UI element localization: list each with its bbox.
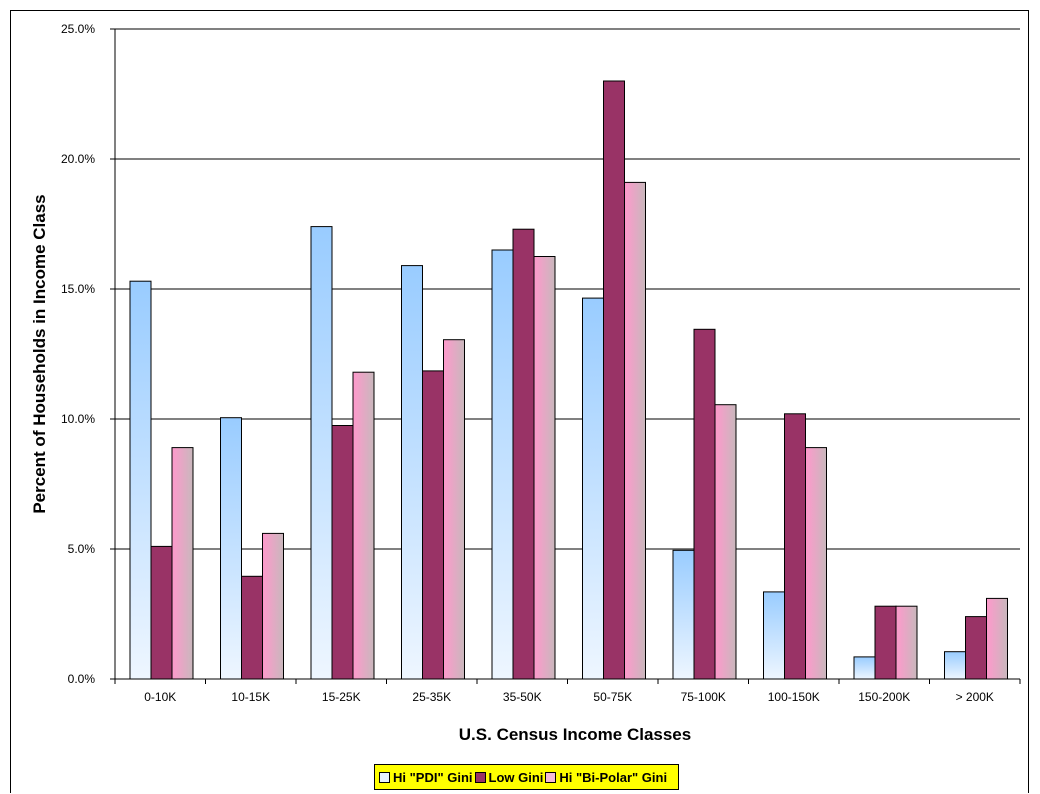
- y-tick-label: 10.0%: [61, 412, 95, 426]
- bar-hi-pdi-gini: [582, 297, 604, 680]
- bar-hi-pdi-gini: [672, 549, 695, 680]
- legend-label-hi-pdi: Hi "PDI" Gini: [393, 769, 473, 785]
- y-tick-label: 25.0%: [61, 22, 95, 36]
- x-tick-label: 50-75K: [593, 690, 632, 704]
- bar-low-gini: [874, 605, 897, 680]
- bar-low-gini: [150, 545, 173, 680]
- bar-hi-bipolar-gini: [624, 181, 646, 680]
- legend-label-low-gini: Low Gini: [488, 769, 544, 785]
- bar-low-gini: [331, 425, 354, 680]
- x-tick-label: 75-100K: [681, 690, 726, 704]
- y-tick-label: 15.0%: [61, 282, 95, 296]
- bar-low-gini: [422, 370, 444, 680]
- y-axis-title: Percent of Households in Income Class: [30, 194, 49, 513]
- y-tick-label: 20.0%: [61, 152, 95, 166]
- bar-hi-bipolar-gini: [443, 339, 465, 680]
- bar-low-gini: [965, 616, 987, 680]
- y-tick-labels: 0.0% 5.0% 10.0% 15.0% 20.0% 25.0%: [61, 22, 95, 686]
- legend-swatch-hi-pdi: [379, 771, 390, 783]
- bar-low-gini: [241, 575, 263, 680]
- x-tick-label: 0-10K: [144, 690, 176, 704]
- y-tick-label: 0.0%: [68, 672, 96, 686]
- bar-hi-bipolar-gini: [533, 256, 556, 680]
- bar-low-gini: [603, 80, 625, 680]
- legend-label-hi-bipolar: Hi "Bi-Polar" Gini: [559, 769, 668, 785]
- bar-hi-bipolar-gini: [171, 447, 194, 680]
- bar-hi-bipolar-gini: [714, 404, 737, 680]
- y-tick-label: 5.0%: [68, 542, 96, 556]
- bar-hi-pdi-gini: [401, 265, 423, 680]
- bar-hi-bipolar-gini: [262, 532, 284, 680]
- axes: [114, 29, 1021, 684]
- bar-hi-pdi-gini: [220, 417, 242, 680]
- x-axis-title: U.S. Census Income Classes: [459, 725, 691, 744]
- x-tick-label: > 200K: [956, 690, 994, 704]
- bar-hi-bipolar-gini: [805, 447, 827, 680]
- x-tick-label: 100-150K: [768, 690, 820, 704]
- x-tick-label: 10-15K: [231, 690, 270, 704]
- bars: [129, 80, 1008, 680]
- legend: Hi "PDI" Gini Low Gini Hi "Bi-Polar" Gin…: [374, 764, 679, 790]
- x-tick-label: 35-50K: [503, 690, 542, 704]
- bar-hi-pdi-gini: [853, 656, 876, 680]
- x-tick-label: 25-35K: [412, 690, 451, 704]
- legend-item-hi-pdi: Hi "PDI" Gini: [379, 770, 473, 785]
- bar-hi-pdi-gini: [763, 591, 785, 680]
- x-tick-label: 150-200K: [858, 690, 910, 704]
- bar-low-gini: [784, 413, 806, 680]
- bar-hi-bipolar-gini: [352, 371, 375, 680]
- legend-swatch-low-gini: [474, 771, 486, 783]
- bar-hi-bipolar-gini: [895, 605, 918, 680]
- legend-item-hi-bipolar: Hi "Bi-Polar" Gini: [545, 770, 667, 785]
- bar-hi-pdi-gini: [310, 226, 333, 680]
- bar-hi-pdi-gini: [129, 280, 152, 680]
- legend-swatch-hi-bipolar: [545, 771, 557, 783]
- bar-low-gini: [693, 328, 716, 680]
- legend-item-low-gini: Low Gini: [474, 769, 544, 785]
- bar-hi-pdi-gini: [491, 249, 514, 680]
- x-tick-labels: 0-10K 10-15K 15-25K 25-35K 35-50K 50-75K 75-10…: [144, 690, 994, 704]
- x-tick-label: 15-25K: [322, 690, 361, 704]
- bar-hi-bipolar-gini: [986, 597, 1008, 680]
- bar-hi-pdi-gini: [944, 651, 966, 680]
- bar-low-gini: [512, 228, 535, 680]
